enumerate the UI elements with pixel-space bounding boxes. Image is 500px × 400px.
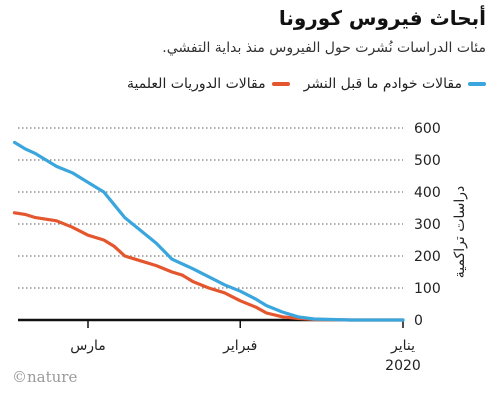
legend-swatch-preprint [468,82,486,86]
x-tick-sublabel-0: 2020 [385,358,421,374]
y-tick-label-300: 300 [414,217,441,233]
series-line-journal [12,211,405,322]
legend-label-preprint: مقالات خوادم ما قبل النشر [303,76,462,92]
x-tick-label-1: فبراير [222,338,257,354]
y-tick-label-500: 500 [414,153,441,169]
chart-subtitle: مئات الدراسات نُشرت حول الفيروس منذ بداي… [162,40,486,56]
legend-label-journal: مقالات الدوريات العلمية [126,76,266,92]
x-tick-label-0: يناير [390,338,415,354]
chart-title: أبحاث فيروس كورونا [278,6,486,30]
legend-swatch-journal [271,82,290,86]
legend-item-journal: مقالات الدوريات العلمية [127,76,290,92]
x-tick-label-2: مارس [70,338,106,354]
legend: مقالات خوادم ما قبل النشر مقالات الدوريا… [127,76,486,92]
y-tick-label-400: 400 [414,185,441,201]
y-tick-label-100: 100 [414,281,441,297]
y-tick-label-600: 600 [414,121,441,137]
y-axis-label: دراسات تراكمية [452,186,468,279]
y-tick-label-200: 200 [414,249,441,265]
y-tick-label-0: 0 [414,313,423,329]
nature-logo: ©nature [12,368,78,386]
series-line-preprint [12,140,405,322]
legend-item-preprint: مقالات خوادم ما قبل النشر [304,76,486,92]
